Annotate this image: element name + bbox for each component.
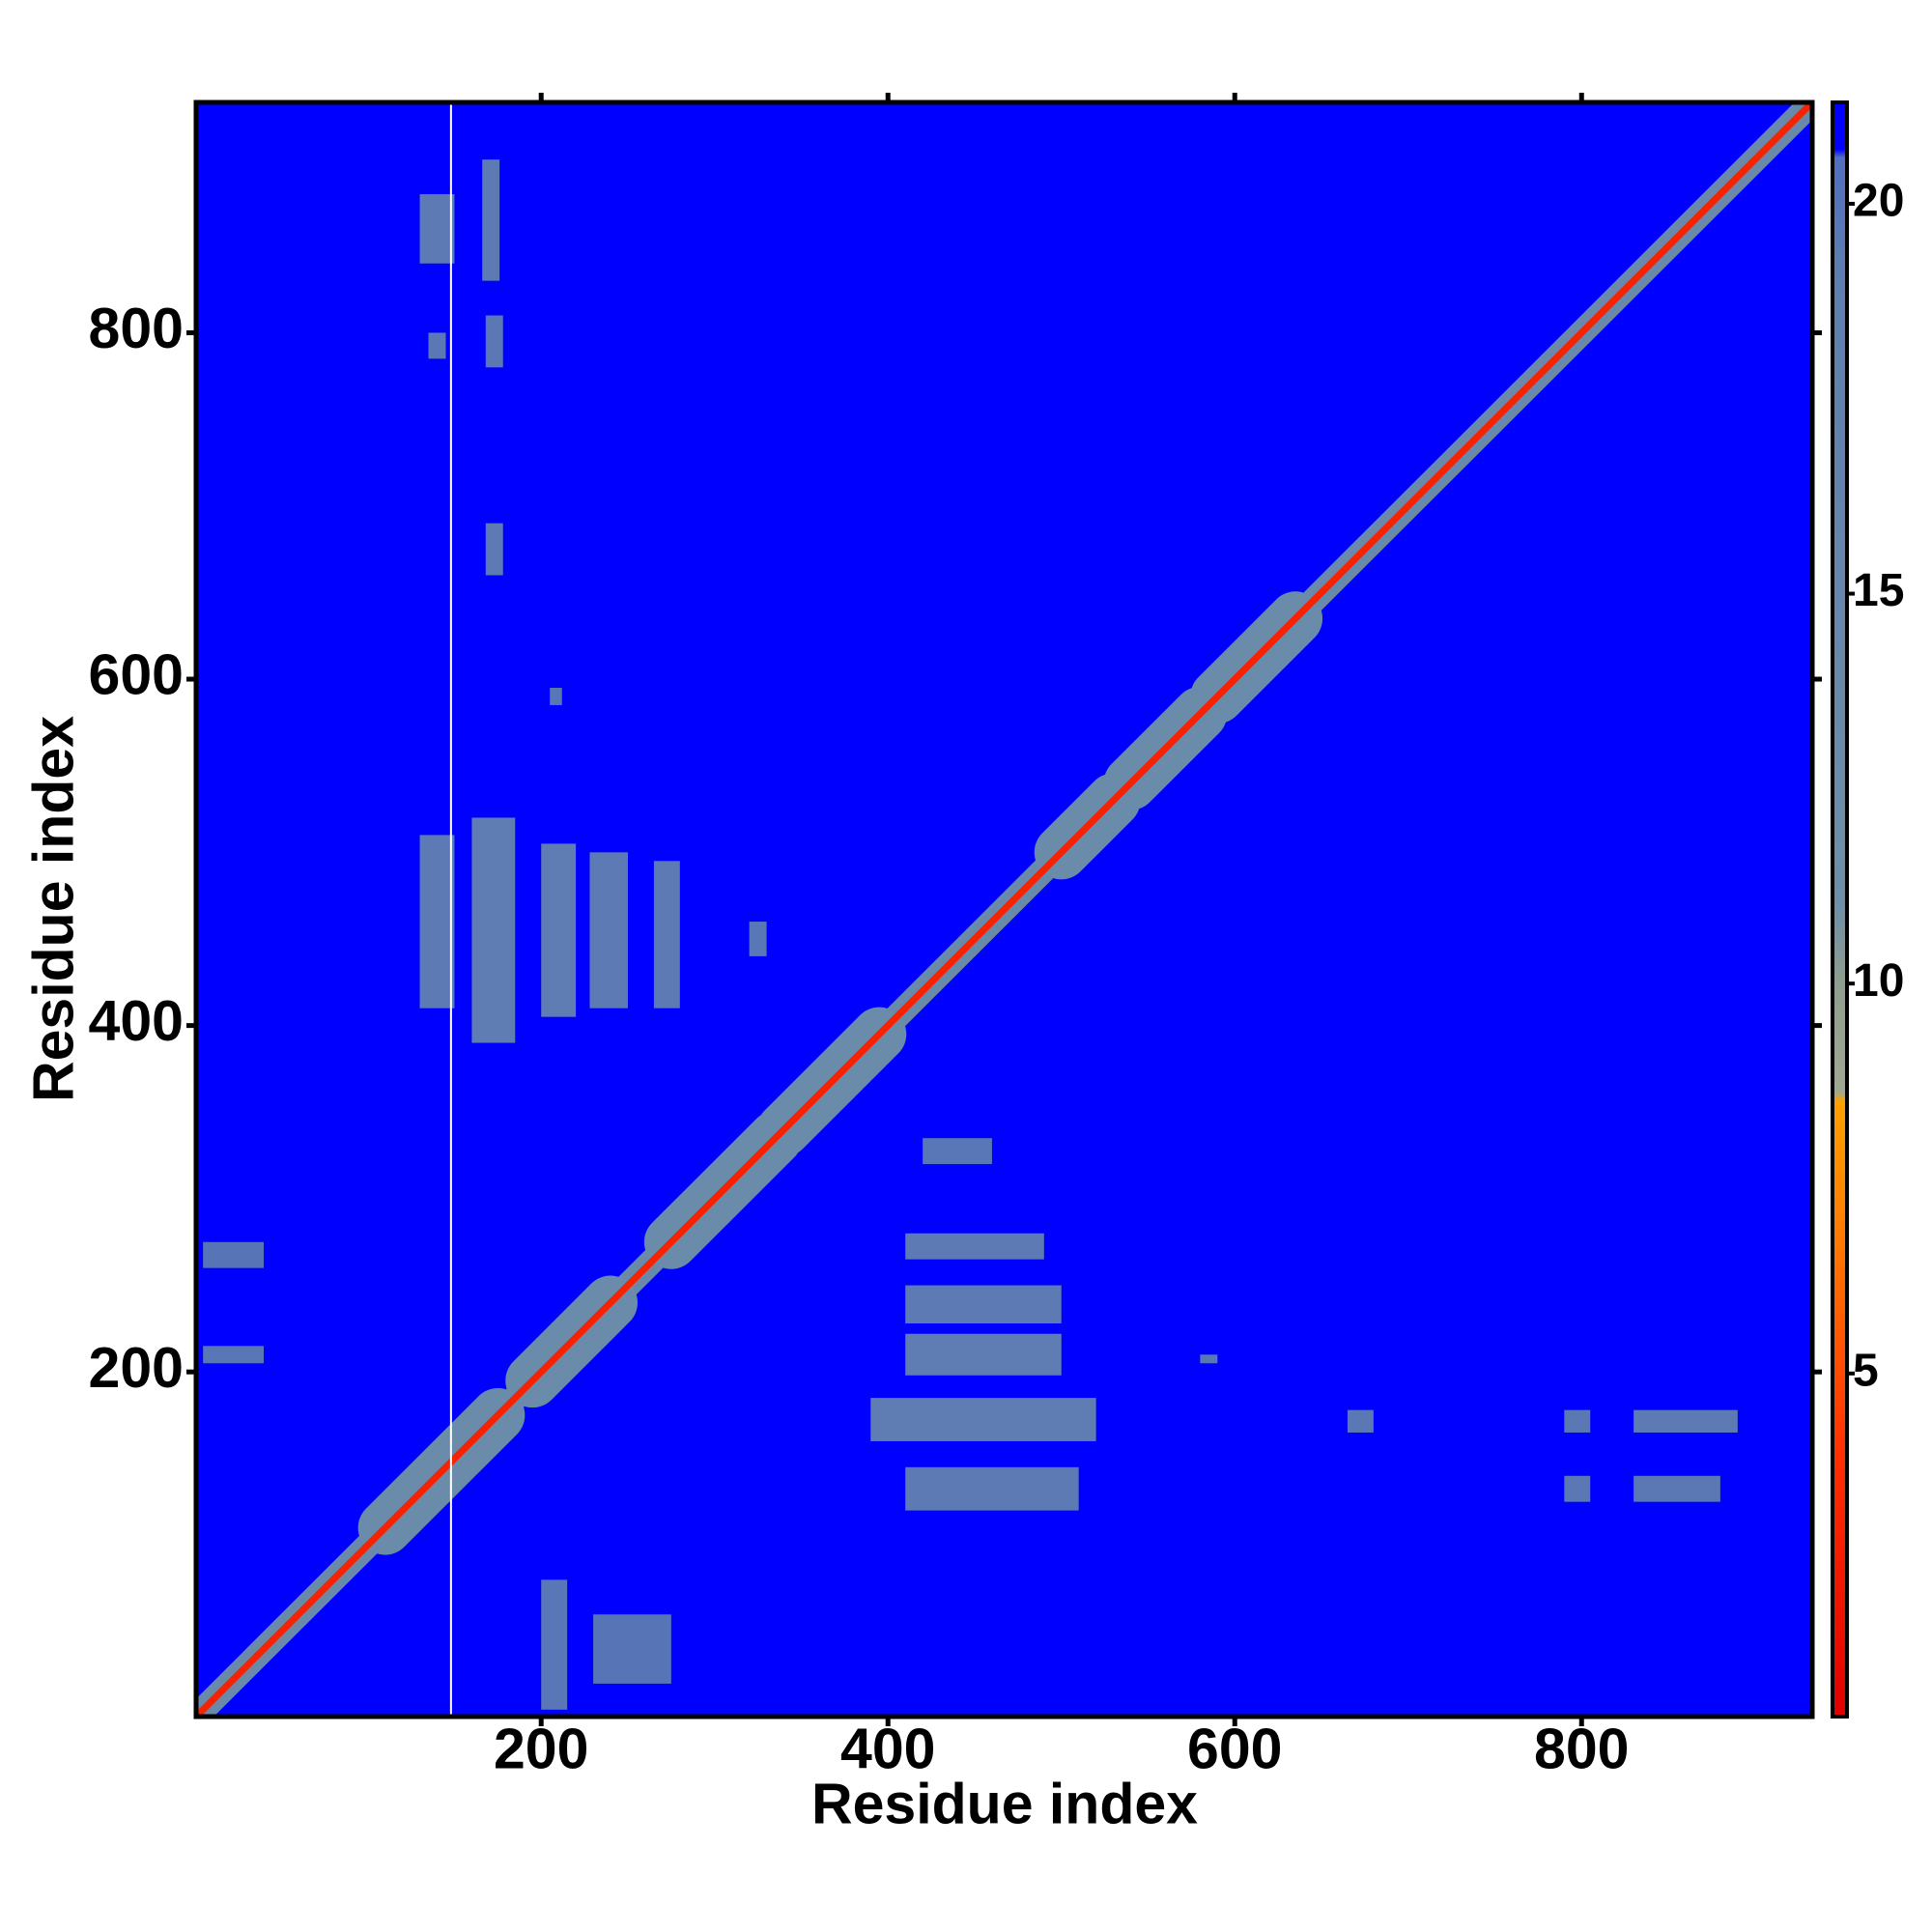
contact-region: [541, 1579, 568, 1710]
colorbar-segment: [1833, 1451, 1847, 1718]
y-tick-label: 200: [89, 1336, 184, 1400]
colorbar-frame: [1831, 100, 1849, 1719]
colorbar-segment: [1833, 102, 1847, 150]
colorbar-segment: [1833, 1100, 1847, 1218]
contact-region: [870, 1398, 1096, 1441]
contact-region: [653, 861, 680, 1009]
contact-region: [485, 315, 503, 368]
y-tick-label: 400: [89, 989, 184, 1053]
colorbar-segment: [1833, 1093, 1847, 1101]
plot-area: [196, 102, 1812, 1717]
contact-region: [1564, 1409, 1591, 1433]
contact-region: [482, 159, 500, 281]
colorbar-tick-label: 5: [1853, 1345, 1879, 1396]
colorbar-segment: [1833, 1217, 1847, 1453]
contact-region: [589, 852, 628, 1009]
contact-region: [203, 1241, 265, 1268]
colorbar-segment: [1833, 281, 1847, 906]
contact-region: [485, 523, 503, 576]
colorbar-segment: [1833, 149, 1847, 158]
contact-region: [1634, 1409, 1738, 1433]
contact-region: [905, 1333, 1062, 1376]
contact-region: [419, 835, 455, 1009]
contact-region: [428, 332, 446, 359]
contact-region: [1564, 1475, 1591, 1502]
x-tick-label: 200: [494, 1718, 588, 1781]
colorbar-tick-label: 15: [1853, 565, 1904, 616]
x-tick-label: 400: [840, 1718, 935, 1781]
contact-region: [905, 1466, 1079, 1511]
x-tick-label: 600: [1187, 1718, 1282, 1781]
x-tick-label: 800: [1534, 1718, 1629, 1781]
colorbar-tick-label: 10: [1853, 955, 1904, 1007]
contact-region: [541, 843, 577, 1017]
contact-region: [1347, 1409, 1374, 1433]
contact-region: [1200, 1354, 1218, 1364]
contact-region: [203, 1346, 265, 1364]
colorbar: 5 10 15 20: [1831, 100, 1904, 1719]
colorbar-segment: [1833, 983, 1847, 1094]
plot-frame: [193, 99, 1815, 1719]
y-tick-label: 800: [89, 297, 184, 360]
colorbar-segment: [1833, 905, 1847, 984]
y-axis-title: Residue index: [22, 716, 86, 1102]
contact-region: [1634, 1475, 1720, 1502]
contact-region: [593, 1614, 671, 1684]
contact-region: [923, 1138, 992, 1165]
x-axis-title: Residue index: [811, 1773, 1198, 1836]
contact-region: [419, 194, 455, 264]
colorbar-tick-label: 20: [1853, 176, 1904, 227]
axes: 200 400 600 800 200 400 600 800: [89, 93, 1822, 1781]
y-tick-label: 600: [89, 643, 184, 707]
contact-region: [905, 1233, 1044, 1260]
colorbar-segment: [1833, 156, 1847, 283]
contact-region: [905, 1285, 1062, 1324]
contact-region: [749, 922, 767, 956]
contact-region: [550, 688, 562, 705]
contact-region: [471, 817, 516, 1043]
diagonal-band: [196, 102, 1812, 1717]
